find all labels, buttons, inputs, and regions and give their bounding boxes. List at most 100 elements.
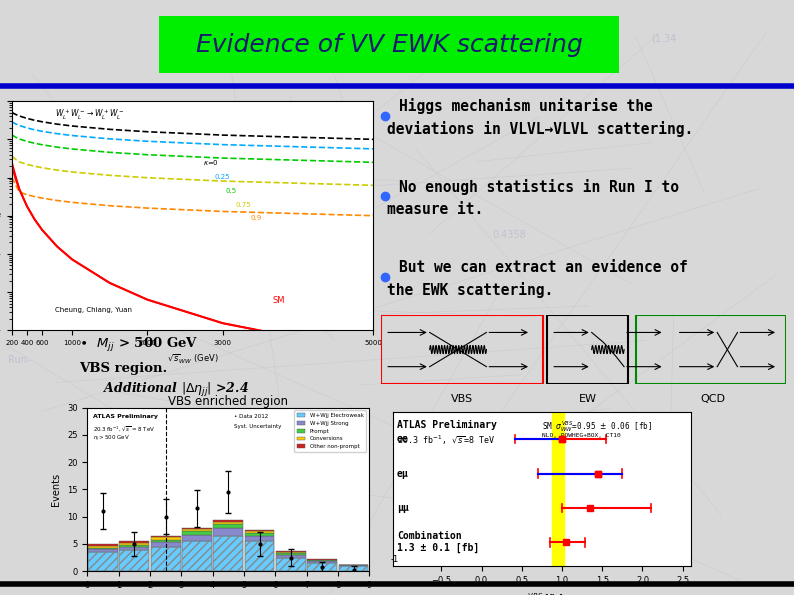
0.25 — [22, 124, 32, 131]
Bar — [151, 547, 180, 571]
SM — [22, 203, 32, 210]
X-axis label: $\sigma^{VBS}_{WW}$ [fb]: $\sigma^{VBS}_{WW}$ [fb] — [521, 591, 563, 595]
0.5 — [218, 155, 227, 162]
SM — [368, 349, 378, 356]
$\kappa$=0 — [11, 111, 21, 118]
Title: VBS enriched region: VBS enriched region — [168, 394, 288, 408]
Text: ATLAS Preliminary: ATLAS Preliminary — [397, 420, 497, 430]
$\kappa$=0 — [368, 136, 378, 143]
Bar — [88, 552, 118, 571]
Bar — [159, 16, 619, 73]
Text: 20.3 fb$^{-1}$, $\sqrt{s}$=8 TeV: 20.3 fb$^{-1}$, $\sqrt{s}$=8 TeV — [397, 434, 495, 447]
Bar — [182, 535, 212, 541]
Bar — [276, 551, 306, 552]
0.75 — [11, 156, 21, 163]
Text: 0.75: 0.75 — [236, 202, 252, 208]
0.75 — [14, 158, 24, 165]
Bar — [88, 544, 118, 546]
Bar — [182, 531, 212, 535]
Text: VBS region.: VBS region. — [79, 362, 168, 375]
0.9 — [52, 197, 62, 204]
$\kappa$=0 — [22, 115, 32, 122]
0.75 — [52, 167, 62, 174]
0.25 — [14, 122, 24, 129]
0.75 — [29, 162, 39, 170]
0.25 — [67, 132, 77, 139]
Bar — [119, 550, 149, 571]
Text: No enough statistics in Run I to: No enough statistics in Run I to — [399, 178, 680, 195]
Text: the EWK scattering.: the EWK scattering. — [387, 281, 553, 298]
Bar — [119, 550, 149, 571]
0.9 — [29, 193, 39, 200]
0.5 — [52, 143, 62, 151]
Bar — [553, 412, 564, 566]
$\kappa$=0 — [218, 131, 227, 139]
$\kappa$=0 — [7, 109, 17, 116]
Bar — [151, 542, 180, 547]
Bar — [151, 536, 180, 537]
$\kappa$=0 — [14, 112, 24, 120]
Bar — [214, 536, 243, 571]
Bar — [182, 528, 212, 529]
0.25 — [143, 137, 152, 145]
Bar — [214, 524, 243, 528]
$\kappa$=0 — [143, 128, 152, 135]
Text: 0.9: 0.9 — [250, 215, 261, 221]
$\kappa$=0 — [105, 126, 114, 133]
0.5 — [29, 140, 39, 147]
SM — [52, 243, 62, 250]
SM — [143, 296, 152, 303]
Text: $\kappa$=0: $\kappa$=0 — [203, 158, 219, 167]
0.75 — [218, 177, 227, 184]
Bar — [547, 315, 628, 384]
Bar — [245, 531, 275, 533]
Bar — [182, 541, 212, 571]
Bar — [182, 529, 212, 531]
Line: $\kappa$=0: $\kappa$=0 — [12, 112, 373, 139]
X-axis label: $\sqrt{s}_{WW}$ (GeV): $\sqrt{s}_{WW}$ (GeV) — [167, 352, 218, 365]
Text: 20.3 fb$^{-1}$, $\sqrt{s}$ = 8 TeV: 20.3 fb$^{-1}$, $\sqrt{s}$ = 8 TeV — [93, 424, 156, 433]
0.9 — [22, 191, 32, 198]
Bar — [339, 566, 368, 571]
$\kappa$=0 — [52, 121, 62, 128]
Bar — [381, 315, 543, 384]
Text: 0.25: 0.25 — [214, 174, 229, 180]
Bar — [119, 543, 149, 545]
Text: $n_j > 500$ GeV: $n_j > 500$ GeV — [93, 434, 130, 444]
Text: SM: SM — [272, 296, 284, 305]
Bar — [214, 522, 243, 524]
Text: Evidence of VV EWK scattering: Evidence of VV EWK scattering — [195, 33, 583, 57]
0.75 — [37, 164, 47, 171]
Bar — [245, 530, 275, 531]
SM — [218, 320, 227, 327]
Text: $W_L^+W_L^- \rightarrow W_L^+W_L^-$: $W_L^+W_L^- \rightarrow W_L^+W_L^-$ — [56, 108, 125, 122]
$\kappa$=0 — [67, 123, 77, 130]
$\kappa$=0 — [29, 117, 39, 124]
0.5 — [14, 136, 24, 143]
SM — [14, 186, 24, 193]
0.9 — [105, 202, 114, 209]
0.5 — [37, 141, 47, 148]
0.9 — [14, 189, 24, 196]
Bar — [151, 547, 180, 571]
Bar — [151, 537, 180, 540]
Bar — [88, 549, 118, 552]
Text: But we can extract an evidence of: But we can extract an evidence of — [399, 260, 688, 275]
0.75 — [67, 168, 77, 176]
0.75 — [7, 152, 17, 159]
Text: μμ: μμ — [397, 503, 409, 513]
SM — [67, 256, 77, 263]
Bar — [214, 528, 243, 536]
Text: G 5k D GeV: G 5k D GeV — [64, 308, 120, 317]
Text: -1: -1 — [391, 555, 399, 564]
Bar — [214, 521, 243, 522]
SM — [7, 159, 17, 166]
0.9 — [218, 208, 227, 215]
Bar — [276, 552, 306, 553]
Text: • Data 2012: • Data 2012 — [234, 414, 268, 419]
Line: 0.5: 0.5 — [12, 135, 373, 162]
Line: 0.25: 0.25 — [12, 122, 373, 149]
Bar — [88, 546, 118, 548]
0.9 — [368, 212, 378, 219]
Bar — [276, 555, 306, 558]
